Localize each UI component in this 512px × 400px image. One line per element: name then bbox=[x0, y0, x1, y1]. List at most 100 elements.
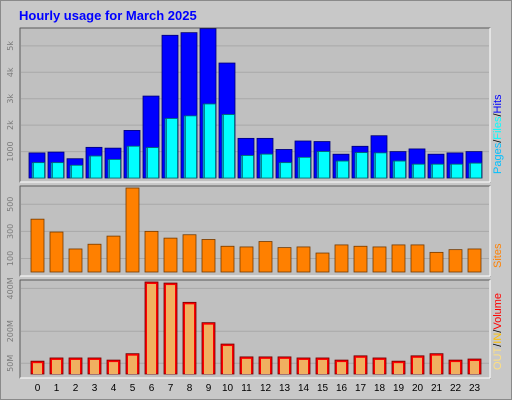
bar-files-6 bbox=[147, 147, 159, 179]
bar-files-14 bbox=[299, 156, 311, 179]
legend-part: / bbox=[492, 113, 504, 117]
bar-files-19 bbox=[394, 160, 406, 179]
x-tick-label: 19 bbox=[393, 383, 405, 394]
chart-title: Hourly usage for March 2025 bbox=[19, 8, 197, 23]
bar-files-7 bbox=[166, 118, 178, 179]
bar-out-16 bbox=[337, 362, 346, 374]
bar-out-14 bbox=[299, 359, 308, 374]
panel-hits-files-pages: 1000 2k 3k 4k 5k bbox=[6, 27, 491, 183]
bar-sites-12 bbox=[258, 241, 273, 273]
bar-sites-20 bbox=[410, 244, 425, 273]
legend-part: OUT bbox=[492, 347, 504, 371]
bars-hits-files-pages bbox=[28, 28, 483, 179]
bar-sites-9 bbox=[201, 239, 216, 273]
bar-out-11 bbox=[242, 358, 251, 374]
bar-out-10 bbox=[223, 346, 232, 374]
bars-volume bbox=[30, 281, 482, 375]
bar-out-3 bbox=[90, 359, 99, 374]
bar-files-13 bbox=[280, 162, 292, 179]
bar-sites-4 bbox=[106, 235, 121, 273]
bar-sites-17 bbox=[353, 245, 368, 273]
x-tick-label: 12 bbox=[260, 383, 272, 394]
bar-sites-1 bbox=[49, 231, 64, 273]
bar-files-1 bbox=[52, 162, 64, 179]
bar-out-22 bbox=[451, 362, 460, 374]
bar-files-12 bbox=[261, 153, 273, 179]
x-tick-label: 15 bbox=[317, 383, 329, 394]
bar-sites-10 bbox=[220, 245, 235, 273]
bar-out-0 bbox=[33, 363, 42, 374]
bar-files-23 bbox=[470, 162, 482, 179]
legend-part: Hits bbox=[492, 94, 504, 113]
x-tick-label: 11 bbox=[241, 383, 252, 394]
y-tick-label: 50M bbox=[6, 355, 15, 372]
x-tick-label: 4 bbox=[111, 383, 117, 394]
x-tick-label: 13 bbox=[279, 383, 291, 394]
x-tick-label: 23 bbox=[469, 383, 481, 394]
bar-files-15 bbox=[318, 151, 330, 179]
bar-files-21 bbox=[432, 163, 444, 179]
bar-files-9 bbox=[204, 103, 216, 179]
y-tick-label: 1000 bbox=[6, 141, 15, 161]
bar-sites-15 bbox=[315, 252, 330, 273]
bar-sites-13 bbox=[277, 247, 292, 273]
bar-sites-6 bbox=[144, 230, 159, 273]
bar-sites-2 bbox=[68, 248, 83, 273]
bar-out-17 bbox=[356, 357, 365, 374]
x-tick-label: 6 bbox=[149, 383, 155, 394]
bar-out-18 bbox=[375, 359, 384, 374]
y-tick-label: 5k bbox=[6, 41, 15, 51]
y-tick-label: 2k bbox=[6, 120, 15, 130]
panels-layer: 1000 2k 3k 4k 5k 100 300 500 50M 200M 400M bbox=[6, 27, 491, 379]
y-tick-label: 4k bbox=[6, 67, 15, 77]
bar-out-20 bbox=[413, 357, 422, 374]
bar-out-4 bbox=[109, 362, 118, 374]
bar-files-8 bbox=[185, 115, 197, 179]
y-tick-label: 400M bbox=[6, 277, 15, 299]
y-tick-label: 3k bbox=[6, 93, 15, 103]
x-tick-label: 18 bbox=[374, 383, 386, 394]
bar-sites-7 bbox=[163, 237, 178, 273]
y-tick-label: 200M bbox=[6, 320, 15, 342]
x-tick-label: 1 bbox=[54, 383, 60, 394]
bar-files-17 bbox=[356, 152, 368, 179]
bar-files-4 bbox=[109, 159, 121, 179]
x-tick-label: 16 bbox=[336, 383, 348, 394]
bar-out-7 bbox=[166, 285, 175, 374]
x-tick-label: 3 bbox=[92, 383, 98, 394]
x-tick-label: 2 bbox=[73, 383, 79, 394]
bar-sites-16 bbox=[334, 244, 349, 273]
bar-sites-22 bbox=[448, 249, 463, 273]
bar-files-0 bbox=[33, 162, 45, 179]
legend-volume: OUT/IN/Volume bbox=[492, 293, 504, 370]
x-tick-label: 7 bbox=[168, 383, 174, 394]
legend-part: Volume bbox=[492, 293, 504, 330]
legend-part: Files bbox=[492, 116, 504, 140]
legend-part: Pages bbox=[492, 142, 504, 174]
legend-sites: Sites bbox=[492, 243, 504, 268]
x-tick-label: 10 bbox=[222, 383, 234, 394]
bar-out-21 bbox=[432, 355, 441, 374]
x-tick-label: 20 bbox=[412, 383, 424, 394]
bar-out-8 bbox=[185, 304, 194, 374]
bar-sites-11 bbox=[239, 246, 254, 273]
x-tick-label: 22 bbox=[450, 383, 462, 394]
panel-volume: 50M 200M 400M bbox=[6, 277, 491, 379]
bar-sites-19 bbox=[391, 244, 406, 273]
bar-files-10 bbox=[223, 114, 235, 179]
bar-out-15 bbox=[318, 359, 327, 374]
bar-out-12 bbox=[261, 358, 270, 374]
bar-files-11 bbox=[242, 155, 254, 179]
bar-sites-21 bbox=[429, 251, 444, 273]
panel-sites: 100 300 500 bbox=[6, 185, 491, 277]
bar-files-5 bbox=[128, 145, 140, 179]
bar-files-3 bbox=[90, 155, 102, 179]
bar-out-5 bbox=[128, 355, 137, 374]
bar-sites-18 bbox=[372, 246, 387, 273]
x-tick-label: 0 bbox=[35, 383, 41, 394]
bar-out-23 bbox=[470, 361, 479, 374]
bar-out-2 bbox=[71, 359, 80, 374]
bar-files-16 bbox=[337, 160, 349, 179]
